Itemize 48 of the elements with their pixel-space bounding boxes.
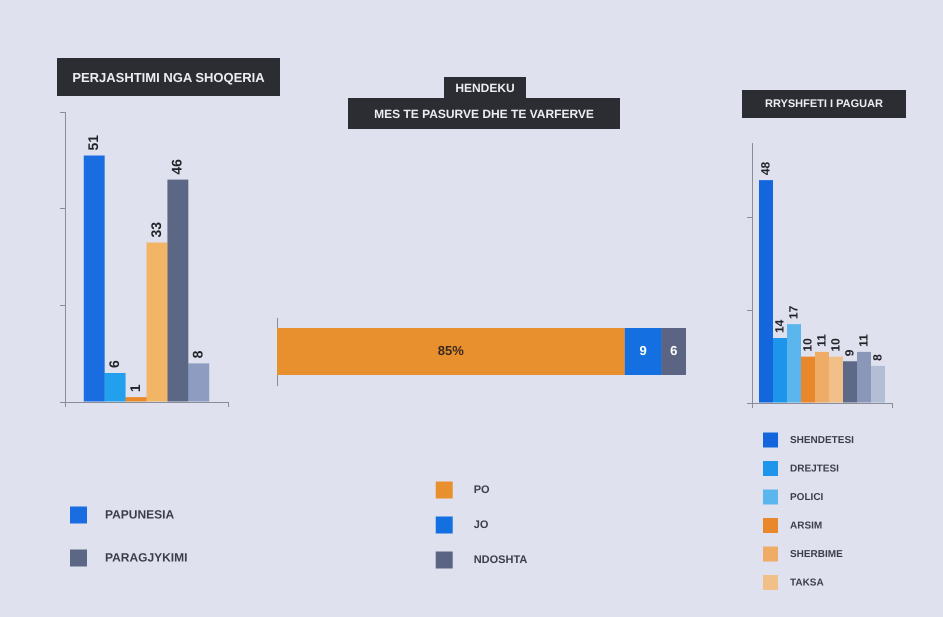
bar xyxy=(126,397,146,402)
bar xyxy=(871,366,885,402)
chart-title: HENDEKU xyxy=(455,80,515,94)
data-label: 85% xyxy=(438,343,464,358)
bar xyxy=(815,352,829,402)
data-label: 11 xyxy=(856,334,870,347)
legend-label: SHERBIME xyxy=(790,548,844,560)
bar xyxy=(787,324,801,402)
bar xyxy=(829,356,843,402)
data-label: 6 xyxy=(670,343,678,358)
legend-label: POLICI xyxy=(790,492,824,503)
data-label: 1 xyxy=(126,384,143,392)
chart-title: PERJASHTIMI NGA SHOQERIA xyxy=(72,70,265,84)
legend-label: TAKSA xyxy=(790,577,824,588)
bar xyxy=(84,156,105,402)
legend-label: JO xyxy=(474,519,489,532)
data-label: 14 xyxy=(772,319,786,333)
data-label: 33 xyxy=(148,222,164,238)
legend-label: DREJTESI xyxy=(790,463,840,474)
data-label: 51 xyxy=(85,134,102,150)
legend-label: ARSIM xyxy=(790,520,822,532)
data-label: 6 xyxy=(106,360,122,368)
bar xyxy=(104,373,126,402)
legend-label: PAPUNESIA xyxy=(105,507,174,522)
bar xyxy=(801,356,815,402)
data-label: 9 xyxy=(842,349,856,356)
chart-subtitle: MES TE PASURVE DHE TE VARFERVE xyxy=(374,106,594,120)
data-label: 10 xyxy=(828,338,842,352)
bar xyxy=(843,361,857,402)
bar xyxy=(146,242,168,402)
data-label: 46 xyxy=(168,158,185,175)
bar xyxy=(857,352,871,402)
data-label: 48 xyxy=(758,161,772,176)
legend-label: PARAGJYKIMI xyxy=(105,550,188,564)
data-label: 17 xyxy=(786,305,800,320)
legend-label: PO xyxy=(474,484,490,496)
data-label: 10 xyxy=(800,338,814,352)
data-label: 9 xyxy=(639,343,647,358)
bar xyxy=(188,363,210,402)
legend-label: NDOSHTA xyxy=(474,554,528,566)
data-label: 8 xyxy=(190,350,206,358)
bar xyxy=(167,180,188,402)
chart-title: RRYSHFETI I PAGUAR xyxy=(765,98,883,110)
data-label: 11 xyxy=(814,334,828,347)
data-label: 8 xyxy=(870,354,884,361)
legend-label: SHENDETESI xyxy=(790,434,854,446)
bar xyxy=(773,338,787,402)
bar xyxy=(759,180,773,402)
